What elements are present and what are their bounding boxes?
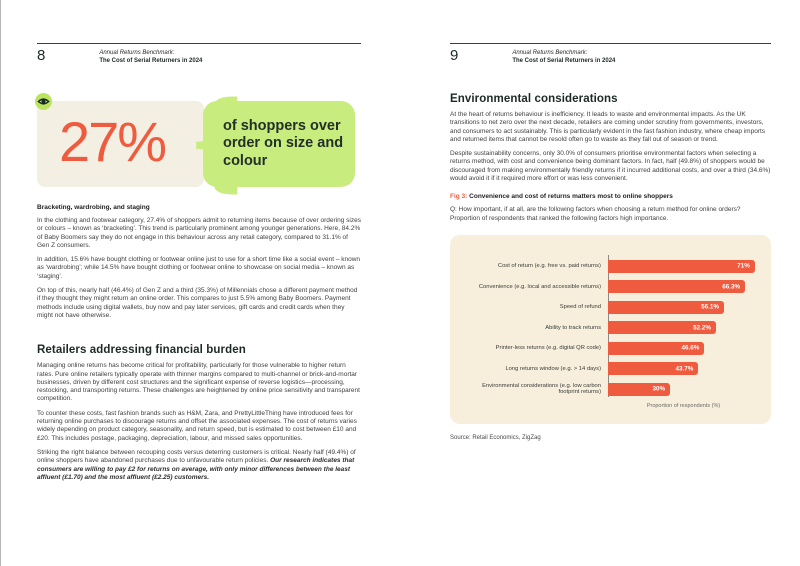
report-title: The Cost of Serial Returners in 2024 xyxy=(99,57,203,64)
closing-emphasis-text: Our research indicates that consumers ar… xyxy=(37,457,355,481)
stat-callout: 27% { of shoppers over order on size and… xyxy=(35,88,361,194)
section-heading-environmental: Environmental considerations xyxy=(450,93,618,105)
bar-chart: Cost of return (e.g. free vs. paid retur… xyxy=(450,234,771,424)
bar: 56.1% xyxy=(608,300,725,314)
bar-track: 46.6% xyxy=(608,341,759,355)
survey-question: Q: How important, if at all, are the fol… xyxy=(450,206,741,222)
stat-card: 27% xyxy=(37,101,204,187)
closing-normal-text: Striking the right balance between recou… xyxy=(37,448,356,465)
paragraph: To counter these costs, fast fashion bra… xyxy=(37,409,357,442)
paragraph: Managing online returns has become criti… xyxy=(37,362,360,403)
bar-label: Cost of return (e.g. free vs. paid retur… xyxy=(497,263,601,270)
page-header: 9 Annual Returns Benchmark: The Cost of … xyxy=(450,47,771,65)
top-rule xyxy=(450,43,771,44)
stat-value: 27% xyxy=(59,110,167,173)
page-right: 9 Annual Returns Benchmark: The Cost of … xyxy=(450,0,771,566)
x-axis-label: Proportion of respondents (%) xyxy=(646,403,721,410)
paragraph: At the heart of returns behaviour is ine… xyxy=(450,111,766,143)
bar-row: Long returns window (e.g. > 14 days) 43.… xyxy=(460,362,759,376)
bar-value: 43.7% xyxy=(675,365,694,373)
bar-track: 52.2% xyxy=(608,321,759,335)
page-header: 8 Annual Returns Benchmark: The Cost of … xyxy=(37,47,361,65)
bar-label: Printer-less returns (e.g. digital QR co… xyxy=(495,345,601,352)
paragraph: Despite sustainability concerns, only 30… xyxy=(450,150,771,183)
bar-label: Ability to track returns xyxy=(545,324,601,331)
bar-row: Convenience (e.g. local and accessible r… xyxy=(460,280,759,294)
subheading-bracketing: Bracketing, wardrobing, and staging xyxy=(37,204,150,211)
bar-track: 66.3% xyxy=(608,280,759,294)
paragraph: On top of this, nearly half (46.4%) of G… xyxy=(37,287,358,319)
bar-row: Environmental considerations (e.g. low c… xyxy=(460,382,759,396)
bar-label: Speed of refund xyxy=(559,304,601,311)
paragraph: In the clothing and footwear category, 2… xyxy=(37,217,361,249)
bar: 71% xyxy=(608,259,755,273)
figure-caption: Fig 3: Convenience and cost of returns m… xyxy=(450,193,771,200)
bar-row: Ability to track returns 52.2% xyxy=(460,321,759,335)
top-rule xyxy=(37,43,361,44)
report-series-title: Annual Returns Benchmark: xyxy=(99,50,175,56)
bar: 30% xyxy=(608,382,671,396)
bar-track: 56.1% xyxy=(608,300,759,314)
page-left: 8 Annual Returns Benchmark: The Cost of … xyxy=(35,0,361,566)
closing-paragraph: Striking the right balance between recou… xyxy=(37,449,361,482)
chart-rows: Cost of return (e.g. free vs. paid retur… xyxy=(460,254,759,397)
bar-value: 66.3% xyxy=(722,283,741,291)
running-header: Annual Returns Benchmark: The Cost of Se… xyxy=(99,48,202,65)
bar-value: 46.6% xyxy=(681,344,700,352)
page-number: 9 xyxy=(450,47,459,64)
bar-label: Environmental considerations (e.g. low c… xyxy=(482,383,601,396)
bar: 66.3% xyxy=(608,280,746,294)
stat-bubble: of shoppers over order on size and colou… xyxy=(203,101,355,187)
source-attribution: Source: Retail Economics, ZigZag xyxy=(450,434,541,441)
report-title: The Cost of Serial Returners in 2024 xyxy=(512,57,616,64)
eye-icon xyxy=(35,93,52,110)
bar-row: Printer-less returns (e.g. digital QR co… xyxy=(460,341,759,355)
report-series-title: Annual Returns Benchmark: xyxy=(512,50,588,56)
page-number: 8 xyxy=(37,47,46,64)
bar-row: Speed of refund 56.1% xyxy=(460,300,759,314)
figure-label: Fig 3: xyxy=(450,193,468,201)
running-header: Annual Returns Benchmark: The Cost of Se… xyxy=(512,48,615,65)
bar-track: 43.7% xyxy=(608,362,759,376)
bar-track: 71% xyxy=(608,259,759,273)
bar: 43.7% xyxy=(608,362,699,376)
bar-value: 71% xyxy=(737,262,750,270)
bar-value: 30% xyxy=(652,385,666,393)
bar-track: 30% xyxy=(608,382,759,396)
bar-value: 56.1% xyxy=(701,303,720,311)
paragraph: In addition, 15.6% have bought clothing … xyxy=(37,256,361,280)
bar: 46.6% xyxy=(608,341,705,355)
stat-caption: of shoppers over order on size and colou… xyxy=(223,117,344,169)
bar-value: 52.2% xyxy=(693,324,711,332)
bar-row: Cost of return (e.g. free vs. paid retur… xyxy=(460,259,759,273)
figure-title: Convenience and cost of returns matters … xyxy=(467,193,673,201)
bar-label: Long returns window (e.g. > 14 days) xyxy=(505,365,601,372)
bar: 52.2% xyxy=(608,321,716,335)
section-heading-retailers: Retailers addressing financial burden xyxy=(37,344,246,357)
bar-label: Convenience (e.g. local and accessible r… xyxy=(478,283,601,290)
